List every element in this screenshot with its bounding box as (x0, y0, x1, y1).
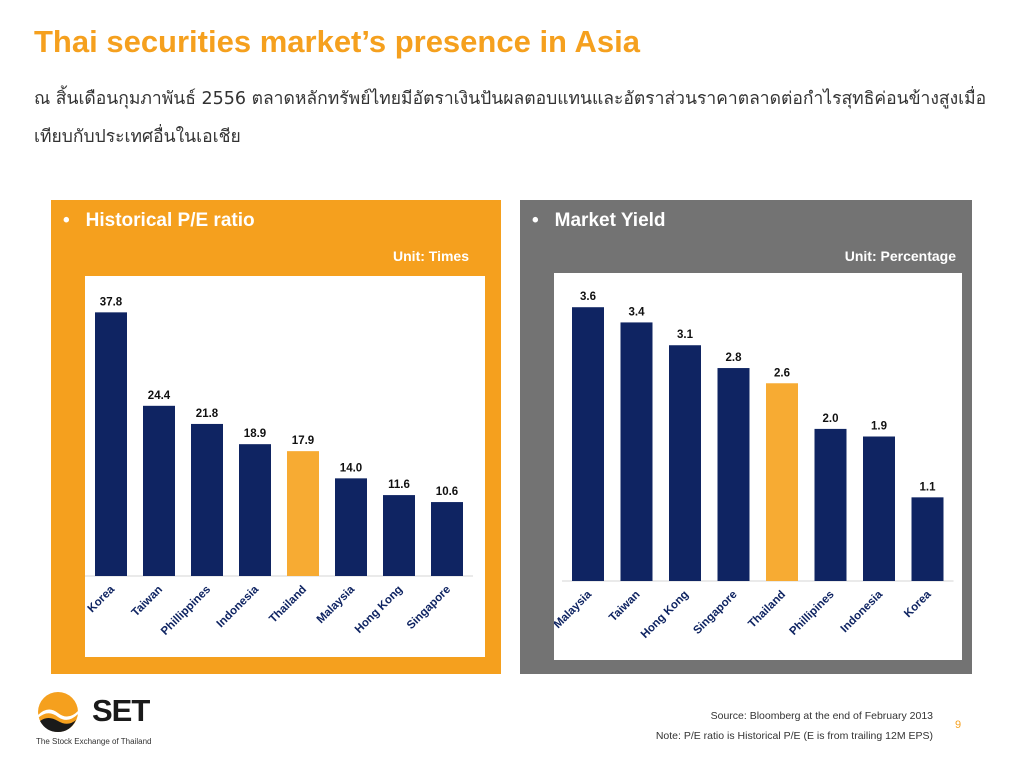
pe-chart-unit: Unit: Times (393, 248, 469, 264)
source-note: Source: Bloomberg at the end of February… (710, 710, 933, 722)
pe-bar-korea (95, 312, 127, 576)
yield-data-label: 3.6 (580, 291, 596, 303)
pe-panel-heading: • Historical P/E ratio (63, 210, 255, 232)
yield-chart-area: 3.6 Malaysia 3.4 Taiwan 3.1 Hong Kong 2.8 Singa… (554, 273, 962, 660)
yield-chart-title: Market Yield (554, 210, 666, 231)
footnote: Note: P/E ratio is Historical P/E (E is … (655, 730, 933, 742)
pe-data-label: 11.6 (388, 479, 410, 491)
pe-category-label: Hong Kong (353, 584, 405, 636)
slide-title: Thai securities market’s presence in Asi… (34, 24, 640, 59)
pe-ratio-panel: • Historical P/E ratio Unit: Times 37.8 Ko… (51, 200, 501, 674)
yield-category-label: Taiwan (607, 589, 642, 624)
yield-category-label: Phillipines (787, 589, 836, 638)
bullet-icon: • (532, 210, 539, 231)
pe-data-label: 10.6 (436, 486, 458, 498)
yield-bar-hong-kong (669, 345, 701, 581)
pe-category-label: Indonesia (215, 583, 262, 630)
yield-category-label: Singapore (691, 589, 739, 637)
pe-chart-area: 37.8 Korea 24.4 Taiwan 21.8 Phillippines 18.9 I… (85, 276, 485, 657)
pe-data-label: 17.9 (292, 435, 314, 447)
pe-category-label: Korea (86, 583, 118, 615)
yield-chart-unit: Unit: Percentage (844, 248, 956, 264)
yield-category-label: Malaysia (554, 588, 595, 631)
yield-category-label: Korea (902, 588, 934, 620)
yield-data-label: 1.1 (920, 481, 937, 493)
page-number: 9 (955, 719, 962, 731)
yield-data-label: 2.8 (726, 352, 743, 364)
yield-data-label: 2.6 (774, 367, 790, 379)
yield-data-label: 1.9 (871, 421, 887, 433)
pe-chart-title: Historical P/E ratio (85, 210, 255, 231)
pe-bar-malaysia (335, 478, 367, 576)
yield-bar-thailand (766, 383, 798, 581)
slide-subtitle: ณ สิ้นเดือนกุมภาพันธ์ 2556 ตลาดหลักทรัพย… (34, 89, 987, 147)
yield-data-label: 3.1 (677, 329, 694, 341)
market-yield-bar-chart: 3.6 Malaysia 3.4 Taiwan 3.1 Hong Kong 2.8 Singa… (554, 291, 954, 641)
yield-data-label: 3.4 (629, 306, 646, 318)
yield-bar-phillipines (814, 428, 847, 581)
pe-ratio-bar-chart: 37.8 Korea 24.4 Taiwan 21.8 Phillippines 18.9 I… (85, 296, 473, 638)
yield-bar-korea (911, 497, 944, 581)
pe-data-label: 37.8 (100, 296, 123, 308)
pe-bar-taiwan (143, 405, 175, 576)
pe-bar-indonesia (239, 444, 271, 576)
yield-bar-malaysia (572, 307, 604, 581)
set-logo-wordmark: SET (92, 693, 150, 728)
yield-bar-singapore (717, 368, 750, 581)
pe-data-label: 18.9 (244, 428, 266, 440)
pe-bar-hong-kong (383, 495, 415, 576)
set-logo: SET The Stock Exchange of Thailand (34, 690, 194, 750)
pe-data-label: 14.0 (340, 462, 362, 474)
pe-bar-phillippines (191, 423, 223, 576)
yield-category-label: Hong Kong (639, 589, 691, 641)
set-logo-tagline: The Stock Exchange of Thailand (36, 737, 152, 746)
pe-category-label: Taiwan (130, 584, 165, 619)
market-yield-panel: • Market Yield Unit: Percentage 3.6 Malays… (520, 200, 972, 674)
yield-category-label: Indonesia (839, 588, 886, 635)
pe-data-label: 24.4 (148, 390, 171, 402)
pe-category-label: Phillippines (159, 584, 213, 638)
pe-category-label: Singapore (405, 584, 453, 632)
yield-category-label: Thailand (746, 589, 788, 631)
yield-bar-taiwan (620, 322, 653, 581)
pe-bar-thailand (287, 451, 319, 576)
yield-data-label: 2.0 (823, 413, 839, 425)
yield-bar-indonesia (863, 436, 895, 581)
set-logo-icon (38, 692, 78, 732)
pe-bar-singapore (431, 502, 463, 576)
yield-panel-heading: • Market Yield (532, 210, 666, 232)
pe-category-label: Malaysia (315, 583, 358, 626)
bullet-icon: • (63, 210, 70, 231)
pe-category-label: Thailand (267, 584, 309, 626)
pe-data-label: 21.8 (196, 408, 219, 420)
